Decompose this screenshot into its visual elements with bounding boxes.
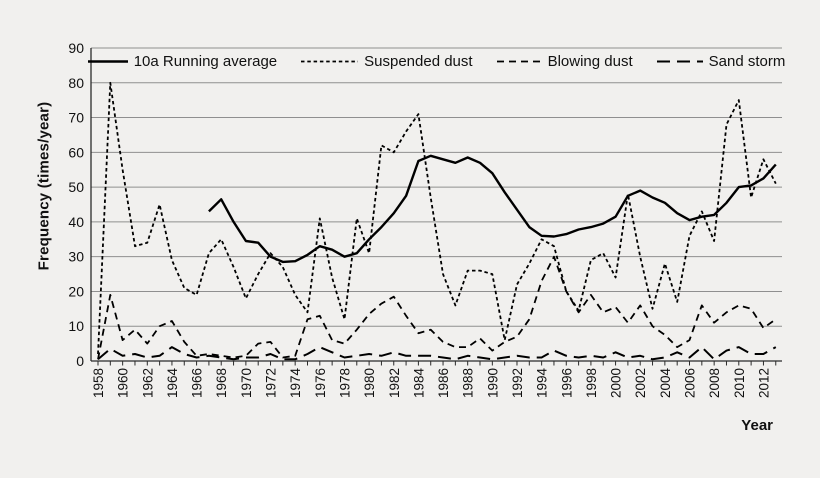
x-tick-label: 1982	[387, 368, 402, 398]
x-axis-title: Year	[741, 417, 773, 434]
x-tick-label: 1992	[510, 368, 525, 398]
y-tick-label: 50	[68, 179, 84, 195]
x-tick-label: 2000	[609, 368, 624, 398]
x-tick-label: 1988	[461, 368, 476, 398]
legend-item-suspended-dust: Suspended dust	[301, 52, 473, 70]
legend-label: Suspended dust	[364, 52, 473, 70]
x-tick-label: 1968	[214, 368, 229, 398]
legend-line-sample-dash-small	[301, 60, 359, 63]
y-tick-label: 60	[68, 144, 84, 160]
legend-line-sample-solid	[87, 60, 128, 63]
x-tick-label: 1984	[411, 368, 426, 399]
x-tick-label: 1996	[559, 368, 574, 398]
x-tick-label: 2006	[683, 368, 698, 398]
x-tick-label: 1962	[140, 368, 155, 398]
x-tick-label: 1998	[584, 368, 599, 398]
legend-item-sand-storm: Sand storm	[656, 52, 786, 70]
x-tick-label: 1976	[313, 368, 328, 398]
x-tick-label: 2012	[756, 368, 771, 398]
x-axis-ticks	[97, 361, 777, 366]
series-sand-storm-line	[97, 346, 777, 361]
x-tick-labels: 1958 1960 1962 1964 1966 1968 1970 1972 1974 1976…	[91, 368, 771, 399]
x-tick-label: 2010	[732, 368, 747, 398]
x-tick-label: 1958	[91, 368, 106, 398]
legend-label: 10a Running average	[133, 52, 278, 70]
x-tick-label: 1964	[165, 368, 180, 399]
y-tick-label: 90	[68, 40, 84, 56]
x-tick-label: 2008	[707, 368, 722, 398]
x-tick-label: 1978	[337, 368, 352, 398]
x-tick-label: 1972	[264, 368, 279, 398]
gridlines	[91, 47, 782, 327]
y-tick-label: 0	[76, 353, 84, 369]
x-tick-label: 1980	[362, 368, 377, 398]
x-tick-label: 2002	[633, 368, 648, 398]
y-axis-title: Frequency (times/year)	[35, 101, 53, 271]
legend-item-10a-running-average: 10a Running average	[87, 52, 278, 70]
y-tick-label: 10	[68, 318, 84, 334]
legend-line-sample-dash-medium	[496, 60, 542, 63]
y-tick-label: 70	[68, 110, 84, 126]
legend-line-sample-dash-long	[656, 60, 703, 63]
x-tick-label: 1994	[535, 368, 550, 399]
x-tick-label: 1970	[239, 368, 254, 398]
legend-item-blowing-dust: Blowing dust	[496, 52, 633, 70]
y-tick-label: 20	[68, 283, 84, 299]
axes	[90, 47, 782, 362]
x-tick-label: 2004	[658, 368, 673, 399]
series-blowing-dust-line	[97, 255, 777, 360]
x-tick-label: 1986	[436, 368, 451, 398]
y-tick-label: 40	[68, 214, 84, 230]
x-tick-label: 1966	[190, 368, 205, 398]
y-tick-label: 30	[68, 249, 84, 265]
y-tick-label: 80	[68, 75, 84, 91]
y-tick-labels: 0 10 20 30 40 50 60 70 80 90	[68, 40, 84, 369]
series-10a-running-average-line	[208, 154, 777, 264]
legend-label: Blowing dust	[547, 52, 633, 70]
legend: 10a Running average Suspended dust Blowing…	[87, 48, 785, 74]
x-tick-label: 1974	[288, 368, 303, 399]
x-tick-label: 1990	[485, 368, 500, 398]
series-suspended-dust-line	[97, 81, 777, 355]
legend-label: Sand storm	[708, 52, 786, 70]
x-tick-label: 1960	[116, 368, 131, 398]
